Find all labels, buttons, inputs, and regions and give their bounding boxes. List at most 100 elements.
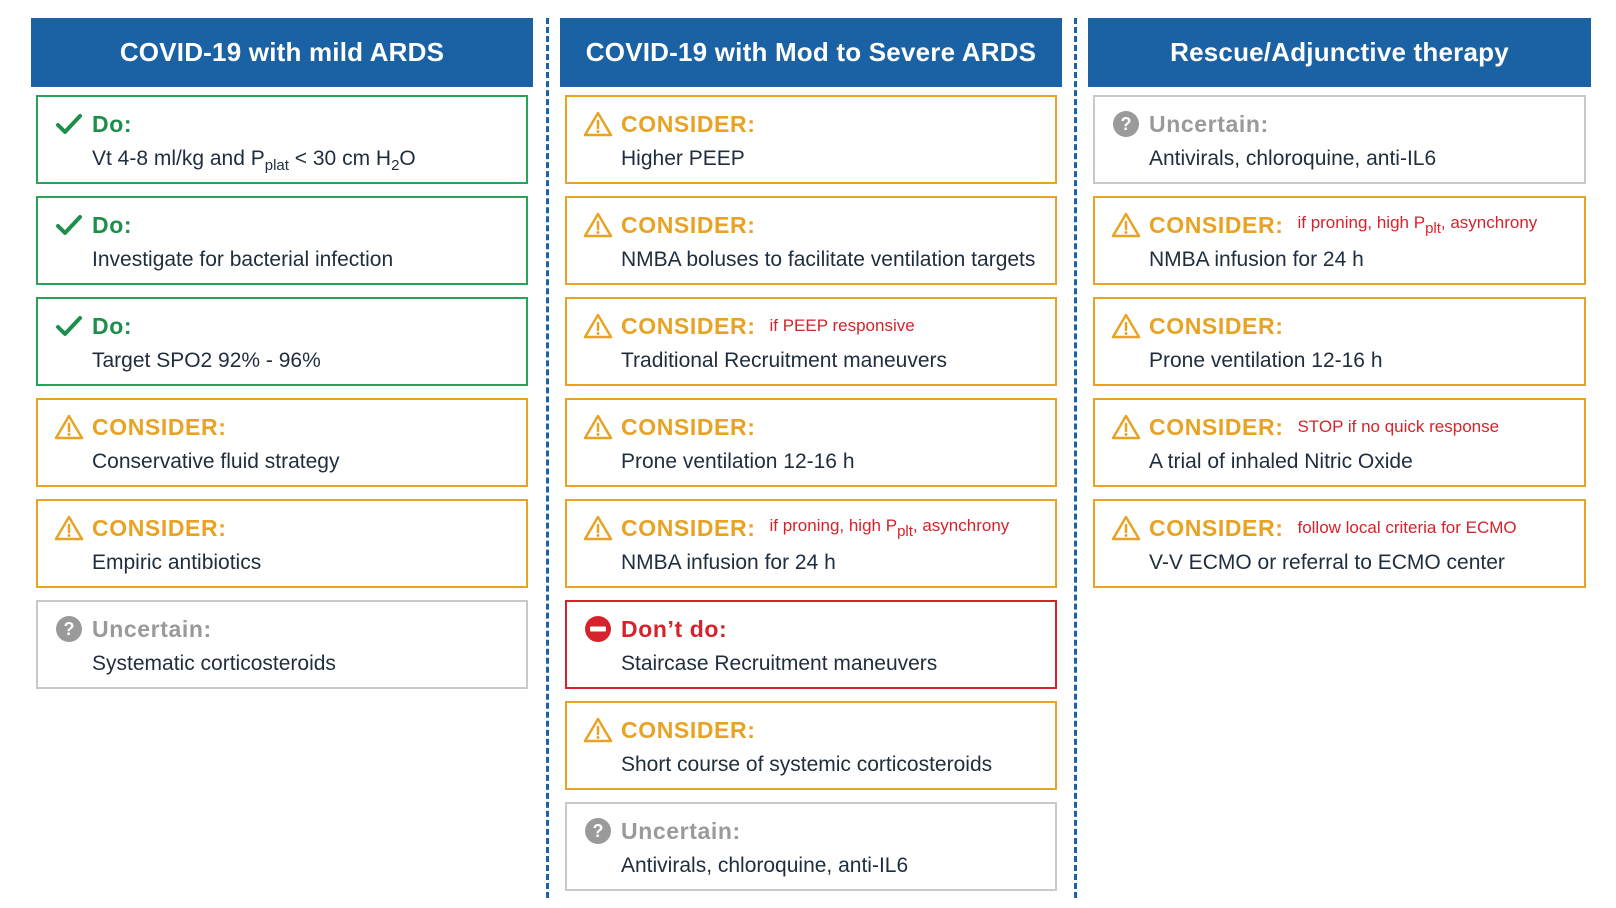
card-text: V-V ECMO or referral to ECMO center <box>1149 551 1505 574</box>
text-subscript: 2 <box>391 157 400 174</box>
card-label: CONSIDER: <box>621 110 756 137</box>
text-part: Vt 4-8 ml/kg and P <box>92 147 265 170</box>
card-text: Antivirals, chloroquine, anti-IL6 <box>1149 147 1437 170</box>
warning-icon <box>1111 412 1141 442</box>
card-consider: CONSIDER: Conservative fluid strategy <box>36 398 528 487</box>
card-label: CONSIDER: <box>621 716 756 743</box>
card-header: CONSIDER: if proning, high Pplt, asynchro… <box>1111 210 1568 240</box>
card-note: if proning, high Pplt, asynchrony <box>769 516 1009 540</box>
card-consider: CONSIDER: if proning, high Pplt, asynchro… <box>1093 196 1586 285</box>
note-subscript: plt <box>1425 220 1441 237</box>
card-label: Uncertain: <box>92 615 212 642</box>
card-dont: Don’t do: Staircase Recruitment maneuvers <box>565 600 1057 689</box>
column-mod-severe-ards: COVID-19 with Mod to Severe ARDS CONSIDE… <box>560 18 1062 903</box>
note-text: if proning, high P <box>1297 213 1426 232</box>
card-header: ? Uncertain: <box>54 614 510 644</box>
text-subscript: plat <box>264 157 289 174</box>
warning-icon <box>54 412 84 442</box>
card-label: CONSIDER: <box>1149 413 1284 440</box>
warning-icon <box>1111 311 1141 341</box>
svg-text:?: ? <box>64 619 75 639</box>
warning-icon <box>583 210 613 240</box>
card-label: CONSIDER: <box>621 514 756 541</box>
card-text: Higher PEEP <box>621 147 745 170</box>
card-consider: CONSIDER: Prone ventilation 12-16 h <box>565 398 1057 487</box>
column-mild-ards: COVID-19 with mild ARDS Do: Vt 4-8 ml/kg … <box>31 18 533 701</box>
card-label: Don’t do: <box>621 615 728 642</box>
card-label: CONSIDER: <box>1149 514 1284 541</box>
check-icon <box>54 109 84 139</box>
column-divider <box>1074 18 1077 898</box>
column-rescue-therapy: Rescue/Adjunctive therapy ? Uncertain: Ant… <box>1088 18 1591 600</box>
card-text: Empiric antibiotics <box>92 551 262 574</box>
column-divider <box>546 18 549 898</box>
note-text: , asynchrony <box>1440 213 1538 232</box>
column-title: Rescue/Adjunctive therapy <box>1088 18 1591 87</box>
card-text: Conservative fluid strategy <box>92 450 340 473</box>
card-note: follow local criteria for ECMO <box>1297 518 1517 537</box>
note-text: if proning, high P <box>769 516 898 535</box>
card-header: CONSIDER: <box>583 715 1039 745</box>
card-header: CONSIDER: if proning, high Pplt, asynchro… <box>583 513 1039 543</box>
warning-icon <box>583 412 613 442</box>
card-header: Do: <box>54 311 510 341</box>
card-consider: CONSIDER: follow local criteria for ECMO V… <box>1093 499 1586 588</box>
card-uncertain: ? Uncertain: Systematic corticosteroids <box>36 600 528 689</box>
card-text: Systematic corticosteroids <box>92 652 336 675</box>
card-header: Do: <box>54 109 510 139</box>
note-subscript: plt <box>897 523 913 540</box>
card-header: Do: <box>54 210 510 240</box>
card-label: Do: <box>92 211 133 238</box>
warning-icon <box>54 513 84 543</box>
card-consider: CONSIDER: STOP if no quick response A tria… <box>1093 398 1586 487</box>
card-consider: CONSIDER: if PEEP responsive Traditional R… <box>565 297 1057 386</box>
card-text: NMBA infusion for 24 h <box>1149 248 1364 271</box>
warning-icon <box>583 715 613 745</box>
card-text: Short course of systemic corticosteroids <box>621 753 993 776</box>
warning-icon <box>1111 513 1141 543</box>
card-label: CONSIDER: <box>621 312 756 339</box>
check-icon <box>54 210 84 240</box>
card-text: Staircase Recruitment maneuvers <box>621 652 938 675</box>
card-header: CONSIDER: <box>1111 311 1568 341</box>
card-text: A trial of inhaled Nitric Oxide <box>1149 450 1413 473</box>
card-header: CONSIDER: STOP if no quick response <box>1111 412 1568 442</box>
text-part: O <box>399 147 416 170</box>
card-header: ? Uncertain: <box>1111 109 1568 139</box>
card-header: CONSIDER: follow local criteria for ECMO <box>1111 513 1568 543</box>
card-text: NMBA infusion for 24 h <box>621 551 836 574</box>
card-label: CONSIDER: <box>621 413 756 440</box>
question-icon: ? <box>1111 109 1141 139</box>
question-icon: ? <box>54 614 84 644</box>
card-label: Uncertain: <box>1149 110 1269 137</box>
card-text: Traditional Recruitment maneuvers <box>621 349 948 372</box>
column-title: COVID-19 with mild ARDS <box>31 18 533 87</box>
card-do: Do: Vt 4-8 ml/kg and Pplat < 30 cm H2O <box>36 95 528 184</box>
card-header: CONSIDER: <box>583 109 1039 139</box>
warning-icon <box>583 109 613 139</box>
card-header: CONSIDER: <box>54 412 510 442</box>
card-text: Antivirals, chloroquine, anti-IL6 <box>621 854 909 877</box>
note-text: , asynchrony <box>912 516 1010 535</box>
card-label: CONSIDER: <box>92 413 227 440</box>
question-icon: ? <box>583 816 613 846</box>
svg-text:?: ? <box>1121 114 1132 134</box>
card-consider: CONSIDER: Prone ventilation 12-16 h <box>1093 297 1586 386</box>
check-icon <box>54 311 84 341</box>
card-note: if PEEP responsive <box>769 316 915 335</box>
card-uncertain: ? Uncertain: Antivirals, chloroquine, anti… <box>1093 95 1586 184</box>
card-header: CONSIDER: <box>583 412 1039 442</box>
card-consider: CONSIDER: if proning, high Pplt, asynchro… <box>565 499 1057 588</box>
card-consider: CONSIDER: Empiric antibiotics <box>36 499 528 588</box>
card-note: if proning, high Pplt, asynchrony <box>1297 213 1537 237</box>
card-consider: CONSIDER: Short course of systemic cortic… <box>565 701 1057 790</box>
card-text: Vt 4-8 ml/kg and Pplat < 30 cm H2O <box>92 147 510 174</box>
card-uncertain: ? Uncertain: Antivirals, chloroquine, anti… <box>565 802 1057 891</box>
text-part: < 30 cm H <box>288 147 392 170</box>
card-label: Do: <box>92 312 133 339</box>
card-header: ? Uncertain: <box>583 816 1039 846</box>
card-header: CONSIDER: <box>583 210 1039 240</box>
card-label: Do: <box>92 110 133 137</box>
card-do: Do: Investigate for bacterial infection <box>36 196 528 285</box>
card-label: CONSIDER: <box>92 514 227 541</box>
